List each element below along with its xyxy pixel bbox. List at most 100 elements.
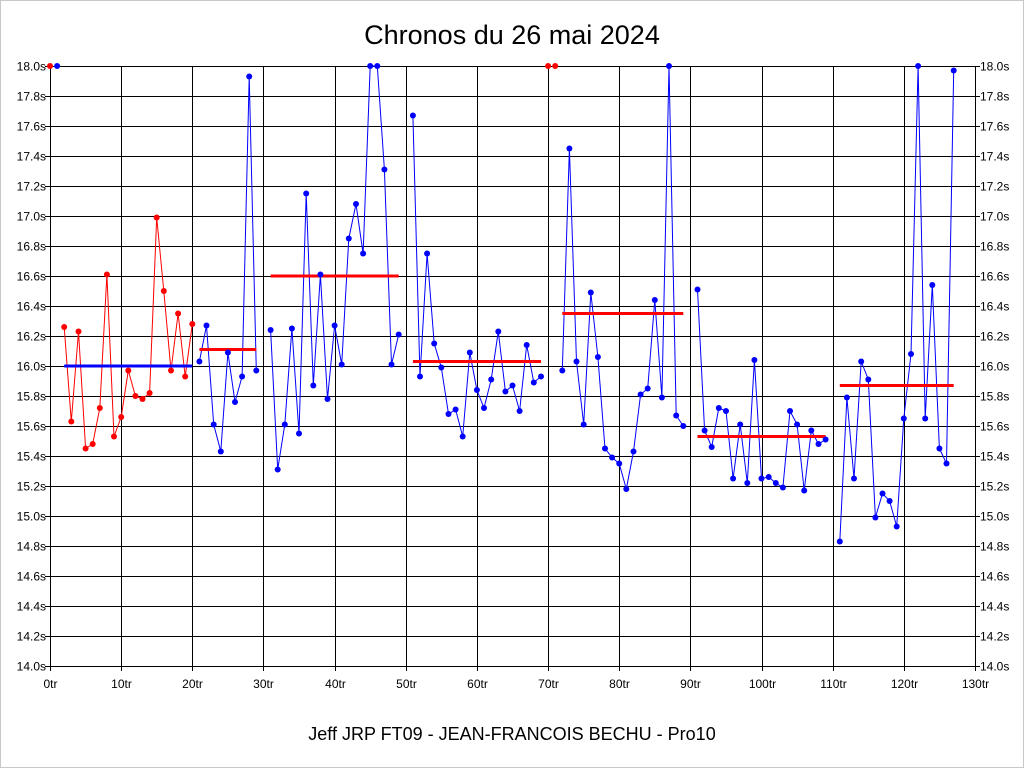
- y-tick-label-right: 15.8s: [980, 390, 1009, 404]
- lap-point-60: [473, 387, 480, 393]
- lap-point-12: [132, 393, 139, 399]
- lap-point-5: [82, 445, 89, 452]
- lap-point-18: [175, 310, 182, 317]
- lap-point-80: [616, 460, 623, 467]
- lap-point-65: [509, 382, 516, 389]
- x-tick-label: 10tr: [111, 677, 132, 691]
- lap-point-99: [751, 357, 758, 363]
- lap-point-85: [651, 297, 658, 303]
- lap-point-115: [865, 376, 872, 383]
- lap-point-26: [232, 399, 238, 405]
- lap-point-16: [160, 288, 167, 294]
- lap-point-7: [96, 405, 103, 411]
- lap-point-102: [772, 480, 779, 486]
- y-tick-label-left: 17.8s: [17, 90, 46, 104]
- lap-point-35: [296, 430, 302, 437]
- lap-point-43: [353, 201, 359, 207]
- lap-point-125: [936, 445, 943, 452]
- y-tick-label-right: 15.4s: [980, 450, 1009, 464]
- y-tick-label-left: 16.6s: [17, 270, 46, 284]
- lap-point-111: [836, 538, 843, 545]
- lap-point-10: [118, 414, 125, 420]
- lap-point-44: [360, 250, 367, 257]
- lap-point-17: [168, 367, 174, 374]
- lap-point-107: [808, 427, 815, 434]
- lap-point-22: [203, 322, 210, 329]
- lap-point-66: [516, 408, 523, 414]
- y-tick-label-left: 14.2s: [17, 630, 46, 644]
- lap-point-51: [409, 112, 416, 119]
- lap-point-0: [47, 63, 53, 69]
- y-tick-label-right: 14.4s: [980, 600, 1009, 614]
- y-tick-label-right: 14.0s: [980, 660, 1009, 674]
- lap-point-108: [815, 441, 822, 447]
- lap-point-116: [872, 514, 879, 521]
- y-tick-label-right: 16.0s: [980, 360, 1009, 374]
- lap-point-113: [851, 475, 857, 482]
- lap-point-104: [787, 408, 793, 414]
- lap-point-37: [310, 382, 317, 389]
- lap-point-36: [303, 190, 310, 197]
- lap-point-71: [552, 63, 559, 69]
- lap-point-126: [943, 460, 950, 467]
- lap-point-23: [210, 421, 217, 428]
- lap-point-53: [424, 250, 431, 257]
- y-tick-label-right: 14.6s: [980, 570, 1009, 584]
- lap-point-63: [495, 328, 502, 335]
- lap-point-4: [75, 328, 82, 335]
- lap-point-74: [573, 358, 580, 365]
- x-tick-label: 30tr: [253, 677, 274, 691]
- chart-footer-label: Jeff JRP FT09 - JEAN-FRANCOIS BECHU - Pr…: [308, 724, 715, 744]
- x-tick-label: 110tr: [820, 677, 846, 691]
- lap-point-105: [794, 421, 801, 428]
- lap-point-121: [908, 351, 914, 357]
- lap-point-3: [68, 418, 75, 425]
- lap-point-9: [111, 433, 117, 440]
- y-tick-label-left: 17.0s: [17, 210, 46, 224]
- y-tick-label-left: 16.8s: [17, 240, 46, 254]
- lap-point-27: [239, 373, 246, 380]
- lap-point-54: [431, 340, 438, 347]
- lap-point-48: [388, 361, 395, 368]
- lap-point-2: [61, 324, 68, 330]
- lap-point-40: [331, 322, 338, 329]
- lap-point-103: [779, 484, 786, 491]
- lap-point-92: [701, 427, 708, 434]
- axes: 0tr 10tr 20tr 30tr 40tr 50tr 60tr 70tr 80tr 90tr 1…: [17, 60, 1010, 692]
- y-tick-label-left: 14.0s: [17, 660, 46, 674]
- lap-point-13: [139, 396, 146, 402]
- lap-point-58: [459, 433, 466, 440]
- lap-point-14: [146, 390, 153, 396]
- lap-point-41: [338, 361, 345, 368]
- lap-point-38: [317, 271, 324, 278]
- y-tick-label-right: 15.2s: [980, 480, 1009, 494]
- lap-point-79: [609, 454, 616, 461]
- lap-point-62: [488, 376, 495, 383]
- y-tick-label-right: 17.4s: [980, 150, 1009, 164]
- lap-point-19: [182, 373, 189, 380]
- y-tick-label-right: 15.6s: [980, 420, 1009, 434]
- data-points: [47, 63, 957, 545]
- lap-point-101: [765, 474, 772, 480]
- lap-point-106: [801, 487, 808, 494]
- lap-point-47: [381, 166, 388, 173]
- y-tick-label-left: 16.4s: [17, 300, 46, 314]
- x-tick-label: 50tr: [396, 677, 417, 691]
- y-tick-label-left: 15.8s: [17, 390, 46, 404]
- lap-point-8: [103, 271, 110, 278]
- y-tick-label-right: 17.6s: [980, 120, 1009, 134]
- lap-point-6: [89, 441, 96, 447]
- x-tick-label: 130tr: [962, 677, 989, 691]
- lap-point-52: [417, 373, 423, 380]
- lap-point-75: [580, 421, 587, 428]
- lap-point-81: [623, 486, 630, 492]
- stint-averages: [64, 274, 954, 438]
- lap-point-127: [950, 67, 957, 74]
- lap-point-97: [737, 421, 744, 428]
- x-tick-label: 100tr: [749, 677, 776, 691]
- lap-point-82: [630, 448, 637, 455]
- y-tick-label-left: 17.6s: [17, 120, 46, 134]
- lap-point-57: [452, 406, 459, 413]
- lap-point-120: [900, 415, 907, 422]
